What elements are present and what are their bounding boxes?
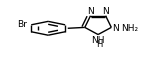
Text: N: N (102, 7, 109, 16)
Text: NH: NH (91, 35, 105, 44)
Text: N: N (112, 23, 119, 32)
Text: H: H (96, 39, 103, 48)
Text: Br: Br (18, 20, 27, 29)
Text: NH₂: NH₂ (121, 23, 139, 32)
Text: N: N (87, 7, 94, 16)
